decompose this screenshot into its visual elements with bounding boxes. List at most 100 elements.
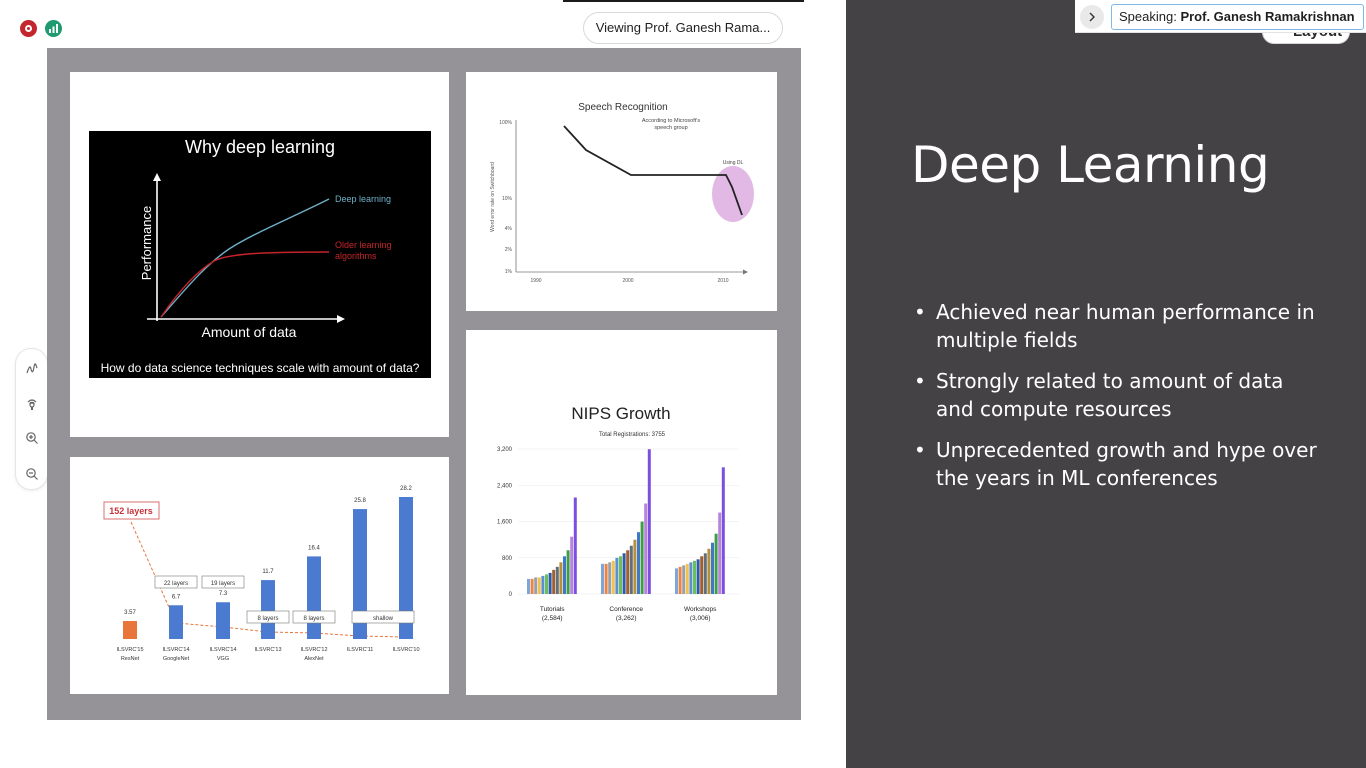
speech-ytick: 1%	[505, 269, 513, 275]
why-deep-learning-card: Why deep learning Performance Amount of …	[70, 72, 449, 437]
nips-bar	[637, 532, 640, 594]
layers-bar	[399, 497, 413, 639]
speaking-prefix: Speaking:	[1119, 9, 1177, 24]
nips-bar	[555, 566, 559, 594]
nips-bar	[559, 562, 563, 594]
layers-model: GoogleNet	[163, 656, 190, 662]
slide-bullet: Strongly related to amount of data and c…	[914, 367, 1324, 423]
speech-xtick: 2010	[717, 278, 728, 284]
layers-model: ResNet	[121, 656, 140, 662]
nips-bar	[566, 550, 570, 594]
nips-ytick: 800	[502, 556, 513, 562]
wdl-caption: How do data science techniques scale wit…	[101, 361, 420, 375]
nips-bar	[545, 574, 548, 594]
nips-bar	[711, 542, 714, 594]
layers-label: ILSVRC'15	[116, 647, 143, 653]
layers-label: ILSVRC'10	[392, 647, 419, 653]
layers-tag: 8 layers	[303, 616, 324, 622]
record-icon[interactable]	[20, 20, 37, 37]
nips-bar	[693, 560, 696, 594]
nips-bar	[622, 553, 626, 594]
nips-bar	[714, 533, 718, 594]
layers-model: VGG	[217, 656, 229, 662]
nips-growth-card: NIPS Growth Total Registrations: 3755 3,…	[466, 330, 777, 695]
nips-group-total: (2,584)	[542, 615, 563, 622]
layers-bar	[307, 556, 321, 639]
pen-icon[interactable]	[23, 360, 41, 378]
nips-ytick: 0	[509, 592, 513, 598]
layers-value: 25.8	[354, 498, 366, 504]
nips-bar	[601, 563, 604, 594]
layers-highlight-label: 152 layers	[109, 506, 153, 516]
nips-bar	[534, 577, 538, 594]
annotation-toolbar	[15, 348, 48, 490]
zoom-in-icon[interactable]	[23, 429, 41, 447]
nips-bar	[640, 521, 644, 594]
layers-value: 6.7	[172, 594, 181, 600]
nips-ytick: 2,400	[497, 483, 513, 489]
nips-bar	[530, 578, 534, 594]
layers-highlight-box	[103, 501, 160, 520]
nips-bar	[573, 497, 577, 594]
speech-ytick: 10%	[502, 196, 513, 202]
wdl-line-deep-learning	[160, 198, 330, 318]
nips-bar	[647, 449, 651, 594]
slide-title: Deep Learning	[911, 136, 1270, 194]
nips-bar	[604, 563, 608, 594]
nips-bar	[675, 568, 678, 594]
chevron-right-icon[interactable]	[1080, 5, 1104, 29]
layers-value: 16.4	[308, 545, 320, 551]
nips-bar	[570, 536, 574, 594]
layers-bar	[353, 509, 367, 639]
layers-label: ILSVRC'14	[209, 647, 236, 653]
nips-bar	[541, 575, 545, 594]
layers-value: 28.2	[400, 486, 412, 492]
layers-bar	[216, 602, 230, 639]
layers-label: ILSVRC'12	[300, 647, 327, 653]
nips-bar	[682, 565, 686, 594]
nips-bar	[721, 467, 725, 594]
laser-pointer-icon[interactable]	[23, 395, 41, 413]
speech-note-top: According to Microsoft's speech group	[642, 118, 700, 131]
layers-tag-box	[292, 610, 336, 624]
nips-bar	[718, 512, 722, 594]
shared-slide-collage: Why deep learning Performance Amount of …	[47, 48, 801, 720]
nips-bar	[615, 557, 619, 594]
layers-value: 11.7	[262, 569, 274, 575]
nips-bar	[703, 553, 707, 594]
nips-bar	[707, 548, 711, 594]
slide-bullet: Achieved near human performance in multi…	[914, 298, 1324, 354]
speech-xtick: 2000	[622, 278, 633, 284]
layers-tag-box	[246, 610, 290, 624]
wdl-legend-older: Older learning algorithms	[335, 240, 392, 261]
layers-shallow-box	[351, 610, 415, 624]
layers-model: AlexNet	[304, 656, 324, 662]
nips-bar	[626, 550, 630, 594]
nips-bar	[611, 560, 615, 594]
speech-recognition-card: Speech Recognition According to Microsof…	[466, 72, 777, 311]
layers-shallow-label: shallow	[373, 616, 394, 622]
nips-bar	[552, 569, 556, 594]
layers-tag-box	[154, 575, 198, 589]
layers-tag: 22 layers	[164, 581, 188, 587]
layers-label: ILSVRC'11	[347, 647, 374, 653]
layers-label: ILSVRC'13	[254, 647, 281, 653]
nips-bar	[563, 556, 566, 594]
speech-title: Speech Recognition	[578, 102, 668, 113]
layers-value: 3.57	[124, 610, 136, 616]
layers-label: ILSVRC'14	[162, 647, 189, 653]
layers-tag: 8 layers	[257, 616, 278, 622]
wdl-ylabel: Performance	[139, 206, 154, 280]
speech-xtick: 1990	[530, 278, 541, 284]
wdl-line-older	[160, 251, 330, 318]
zoom-out-icon[interactable]	[23, 465, 41, 483]
layers-bar	[123, 621, 137, 639]
network-quality-icon[interactable]	[45, 20, 62, 37]
speech-note-dl: Using DL	[723, 160, 744, 166]
wdl-title: Why deep learning	[185, 137, 335, 157]
nips-group-label: Conference	[609, 606, 643, 613]
layers-bar	[169, 605, 183, 639]
viewing-indicator[interactable]: Viewing Prof. Ganesh Rama...	[583, 12, 783, 44]
speech-ytick: 100%	[499, 120, 512, 126]
nips-subtitle: Total Registrations: 3755	[599, 432, 666, 438]
